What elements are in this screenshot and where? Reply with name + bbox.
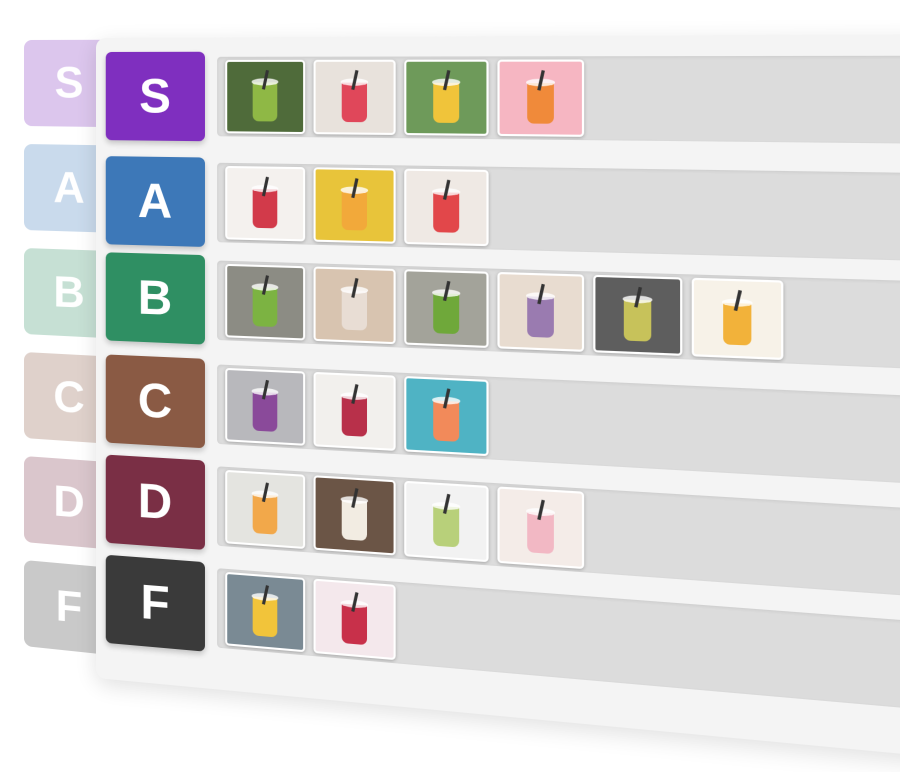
peach-drink-teal-icon[interactable] bbox=[404, 376, 488, 456]
strawberry-milkshake-icon[interactable] bbox=[497, 486, 584, 569]
juice-flight-icon[interactable] bbox=[593, 275, 682, 356]
strawberry-smoothies-icon[interactable] bbox=[314, 60, 396, 135]
tier-label-b[interactable]: B bbox=[106, 252, 205, 344]
tier-label-c[interactable]: C bbox=[106, 354, 205, 448]
orange-shake-hand-icon[interactable] bbox=[225, 470, 305, 549]
tier-list-board: SABCDF bbox=[96, 34, 900, 759]
matcha-drink-icon[interactable] bbox=[404, 481, 488, 562]
cookies-cream-shake-icon[interactable] bbox=[314, 266, 396, 344]
tier-label-d[interactable]: D bbox=[106, 455, 205, 550]
tier-row-s: S bbox=[106, 46, 900, 155]
tier-label-f[interactable]: F bbox=[106, 555, 205, 652]
green-juice-icon[interactable] bbox=[404, 269, 488, 348]
tier-track-a[interactable] bbox=[217, 163, 900, 262]
green-smoothie-icon[interactable] bbox=[225, 60, 305, 134]
mango-juice-icon[interactable] bbox=[404, 60, 488, 136]
kiwi-juice-icon[interactable] bbox=[225, 264, 305, 341]
tier-track-s[interactable] bbox=[217, 56, 900, 144]
berry-splash-icon[interactable] bbox=[225, 166, 305, 242]
tier-list-stage: SABCDFDjangoRubyYAjQuery.NET Corephp SAB… bbox=[0, 0, 900, 702]
mango-splash-icon[interactable] bbox=[314, 167, 396, 244]
tier-label-a[interactable]: A bbox=[106, 156, 205, 247]
blueberry-shake-icon[interactable] bbox=[497, 272, 584, 352]
mango-lassi-icon[interactable] bbox=[225, 572, 305, 652]
orange-smoothie-icon[interactable] bbox=[692, 278, 784, 360]
orange-drink-pink-icon[interactable] bbox=[497, 59, 584, 136]
raspberry-lemon-icon[interactable] bbox=[314, 372, 396, 451]
coffee-shake-icon[interactable] bbox=[314, 475, 396, 555]
dragonfruit-smoothie-icon[interactable] bbox=[314, 579, 396, 661]
watermelon-juice-icon[interactable] bbox=[404, 169, 488, 247]
tier-label-s[interactable]: S bbox=[106, 52, 205, 141]
purple-berry-shake-icon[interactable] bbox=[225, 368, 305, 446]
